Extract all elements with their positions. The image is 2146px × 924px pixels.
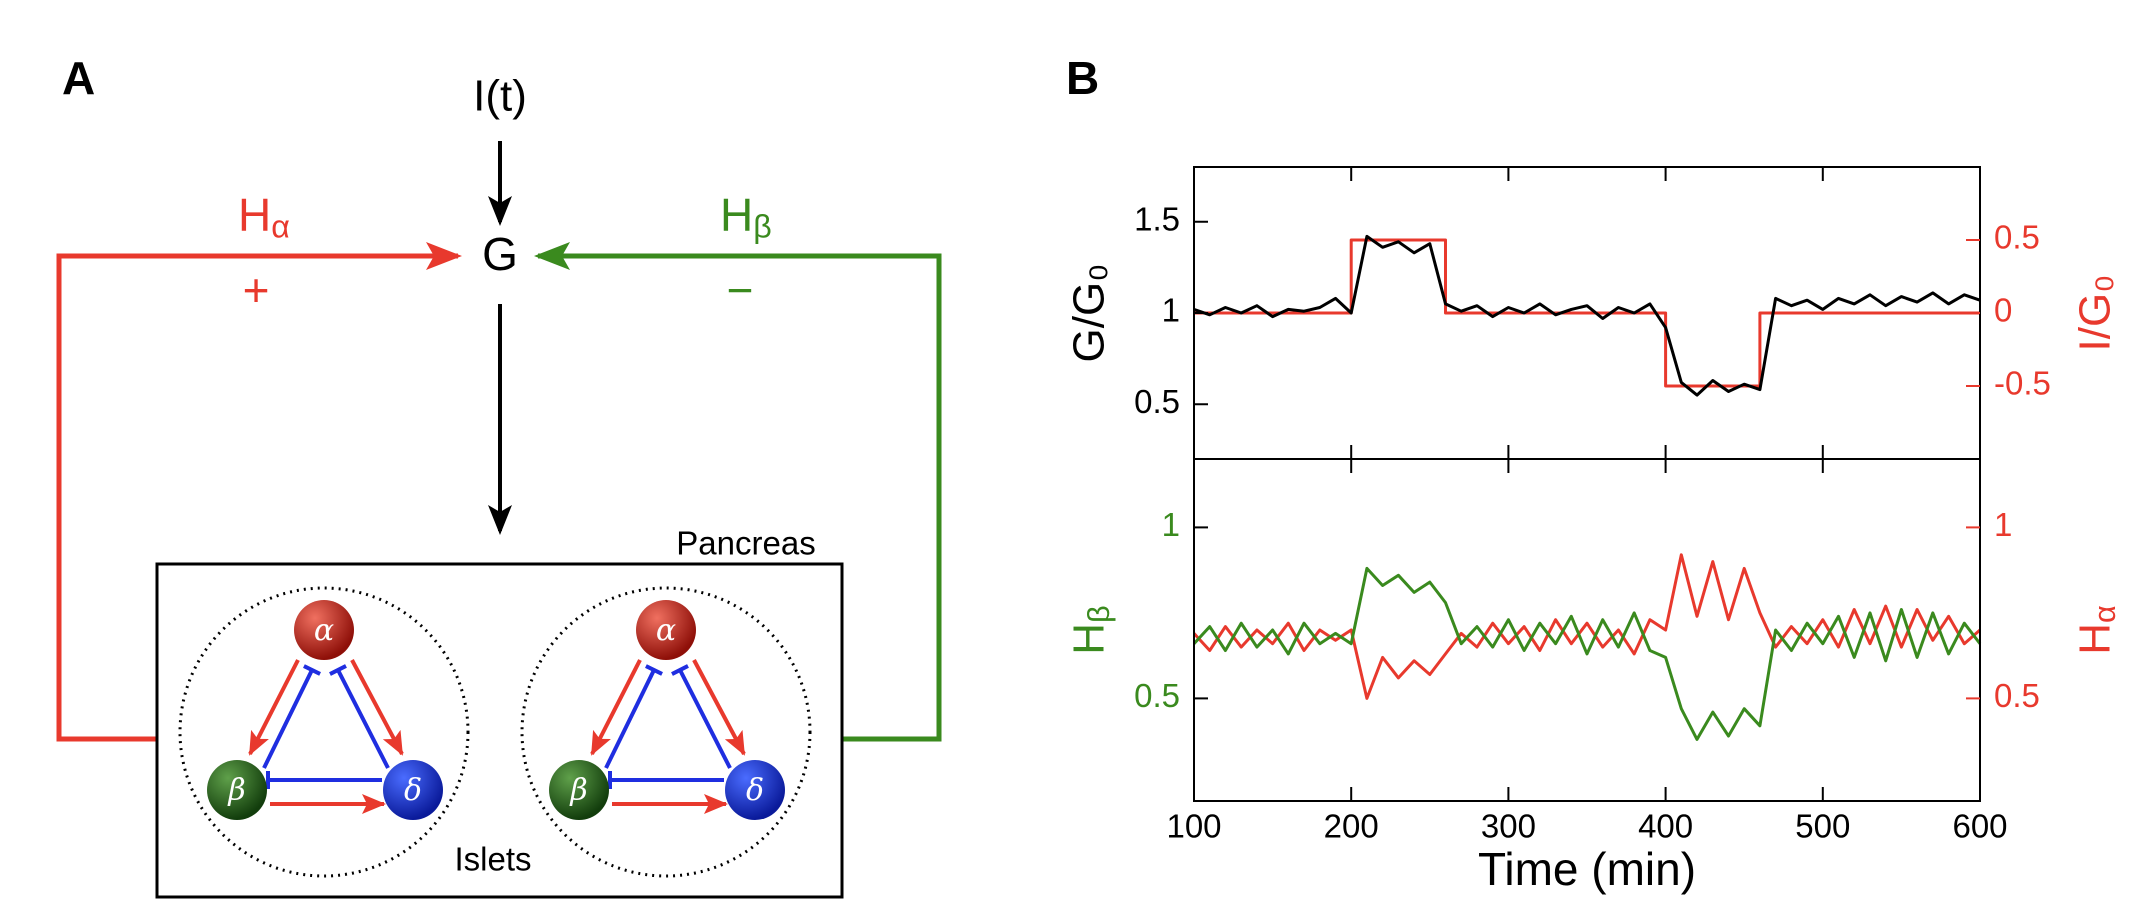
y2-tick-label: 0.5 xyxy=(1994,219,2040,256)
x-tick-label: 400 xyxy=(1638,808,1693,845)
islets: α β δ α β δ xyxy=(178,586,812,878)
series-line xyxy=(1194,238,1980,388)
glucose-label: G xyxy=(482,228,518,280)
cell-node xyxy=(294,600,354,660)
activation-arrow xyxy=(692,659,746,756)
cell-label: α xyxy=(314,613,334,648)
y2-tick-label: 0 xyxy=(1994,292,2012,329)
x-tick-label: 500 xyxy=(1795,808,1850,845)
inhibition-line xyxy=(262,669,314,769)
inhibition-bar xyxy=(671,664,689,676)
y2-axis-label: Hα xyxy=(2071,605,2123,655)
y-tick-label: 0.5 xyxy=(1134,383,1180,420)
plot-frame xyxy=(1193,458,1981,802)
y-tick-label: 0.5 xyxy=(1134,677,1180,714)
alpha-feedback-label: Hα xyxy=(238,189,290,244)
pancreas-box xyxy=(155,562,844,899)
input-label: I(t) xyxy=(473,72,527,121)
panel-label: A xyxy=(62,52,95,104)
cell-label: α xyxy=(656,613,676,648)
panel-label: B xyxy=(1066,52,1099,104)
cell-node xyxy=(636,600,696,660)
series-line xyxy=(1192,553,1981,700)
islet-boundary xyxy=(520,586,812,878)
y-axis-label: Hβ xyxy=(1065,605,1117,655)
cell-label: β xyxy=(569,773,587,808)
alpha-feedback-sign: + xyxy=(243,264,270,316)
y-tick-label: 1.5 xyxy=(1134,200,1180,237)
cell-node xyxy=(383,760,443,820)
beta-feedback-sign: − xyxy=(727,264,754,316)
beta-feedback-arrow xyxy=(534,242,942,742)
cell-node xyxy=(549,760,609,820)
y-axis-label: G/G₀ xyxy=(1065,264,1114,363)
inhibition-bar xyxy=(329,664,347,676)
y2-tick-label: 0.5 xyxy=(1994,677,2040,714)
series-line xyxy=(1192,566,1982,741)
cell-label: δ xyxy=(404,773,422,808)
charts: 0.5 1 1.5 -0.5 0 0.5 G/G₀ I/G₀ 0.5 1 0.5 1 100 200 300… xyxy=(1065,166,2123,895)
cell-node xyxy=(207,760,267,820)
y2-tick-label: 1 xyxy=(1994,506,2012,543)
inhibition-line xyxy=(678,669,732,769)
islet-boundary xyxy=(178,586,470,878)
series-line xyxy=(1193,234,1981,397)
cell-label: β xyxy=(227,773,245,808)
organ-label: Pancreas xyxy=(676,525,815,562)
x-tick-label: 300 xyxy=(1481,808,1536,845)
activation-arrow xyxy=(590,659,642,756)
inhibition-line xyxy=(336,669,390,769)
x-tick-label: 200 xyxy=(1324,808,1379,845)
y2-axis-label: I/G₀ xyxy=(2071,275,2120,352)
inhibition-line xyxy=(604,669,656,769)
x-tick-label: 600 xyxy=(1952,808,2007,845)
unit-label: Islets xyxy=(454,841,531,878)
cell-node xyxy=(725,760,785,820)
activation-arrow xyxy=(350,659,404,756)
y2-tick-label: -0.5 xyxy=(1994,365,2051,402)
activation-arrow xyxy=(248,659,300,756)
beta-feedback-label: Hβ xyxy=(720,189,772,244)
y-tick-label: 1 xyxy=(1162,506,1180,543)
x-tick-label: 100 xyxy=(1166,808,1221,845)
inhibition-bar xyxy=(303,664,321,676)
cell-label: δ xyxy=(746,773,764,808)
x-axis-label: Time (min) xyxy=(1478,843,1696,895)
y-tick-label: 1 xyxy=(1162,292,1180,329)
inhibition-bar xyxy=(645,664,663,676)
alpha-feedback-arrow xyxy=(56,242,462,742)
